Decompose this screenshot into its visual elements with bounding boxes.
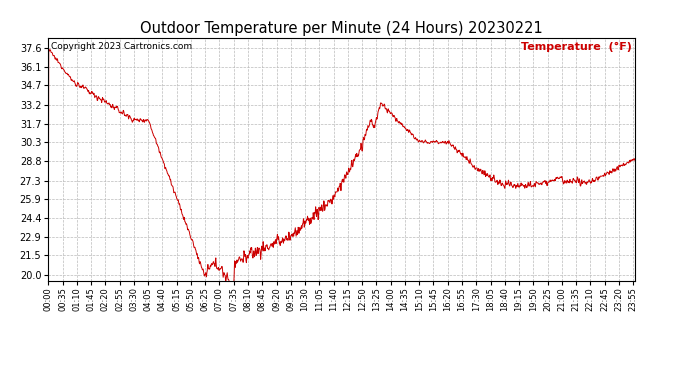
Title: Outdoor Temperature per Minute (24 Hours) 20230221: Outdoor Temperature per Minute (24 Hours… [140, 21, 543, 36]
Text: Copyright 2023 Cartronics.com: Copyright 2023 Cartronics.com [51, 42, 193, 51]
Text: Temperature  (°F): Temperature (°F) [521, 42, 632, 52]
